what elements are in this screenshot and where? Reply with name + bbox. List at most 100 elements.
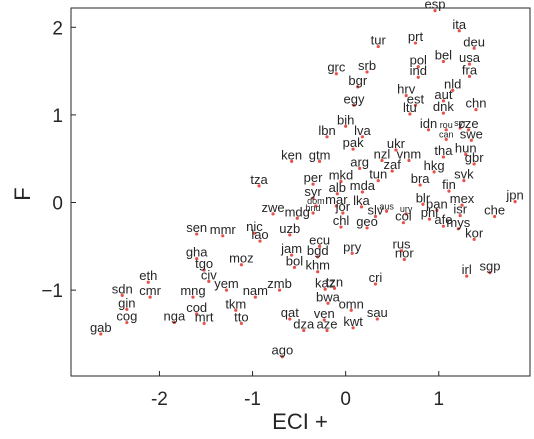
point-marker (380, 158, 384, 163)
data-point-ita: ita (452, 17, 467, 33)
data-point-nor: nor (395, 245, 414, 262)
point-marker (513, 200, 517, 204)
data-point-fra: fra (462, 62, 478, 78)
data-point-gtm: gtm (309, 147, 330, 163)
data-point-dnk: dnk (433, 99, 454, 115)
point-label: tha (434, 143, 453, 158)
data-point-gin: gin (118, 295, 136, 312)
point-marker (352, 103, 356, 107)
point-label: pak (343, 135, 364, 150)
point-label: mkd (329, 167, 354, 182)
point-label: gab (90, 320, 112, 335)
point-label: nga (163, 309, 185, 324)
data-point-bel: bel (435, 47, 452, 64)
point-marker (441, 224, 446, 228)
data-point-slv: slv (368, 203, 384, 219)
data-point-blr: blr (416, 190, 431, 206)
data-point-aus: aus (379, 201, 394, 213)
point-marker (466, 128, 471, 132)
point-marker (311, 211, 315, 215)
data-point-khm: khm (305, 258, 330, 274)
point-marker (317, 244, 322, 248)
data-point-sgp: sgp (479, 259, 500, 275)
data-point-pak: pak (343, 135, 364, 151)
point-label: kor (465, 225, 484, 240)
y-tick-label: 2 (52, 18, 63, 39)
data-point-bra: bra (411, 171, 430, 187)
point-label: tzn (326, 274, 343, 289)
data-point-grc: grc (327, 60, 346, 76)
point-marker (335, 192, 339, 196)
point-marker (195, 256, 199, 261)
point-marker (404, 94, 408, 98)
point-marker (257, 184, 261, 188)
data-point-syr: syr (304, 184, 322, 200)
point-marker (401, 221, 405, 225)
point-label: tkm (225, 296, 246, 311)
point-label: mda (350, 178, 376, 193)
point-marker (350, 251, 354, 255)
plot-area-frame (70, 7, 531, 377)
data-point-arg: arg (350, 154, 369, 170)
point-marker (314, 204, 318, 208)
data-point-uzb: uzb (279, 221, 300, 237)
point-marker (99, 332, 103, 336)
point-label: lao (251, 227, 268, 242)
point-marker (292, 265, 297, 269)
point-marker (325, 328, 329, 333)
data-point-egy: egy (344, 91, 365, 107)
point-label: qat (281, 305, 299, 320)
point-marker (339, 225, 343, 229)
point-label: esp (425, 0, 446, 12)
point-label: tto (234, 309, 248, 324)
data-point-bgd: bgd (307, 243, 329, 259)
point-label: cri (369, 270, 383, 285)
point-marker (334, 72, 338, 76)
y-tick-label: 1 (52, 106, 63, 127)
data-point-lbn: lbn (318, 123, 336, 139)
point-label: idn (420, 116, 437, 131)
point-marker (317, 159, 322, 163)
data-point-mdg: mdg (285, 204, 310, 220)
data-point-nam: nam (243, 283, 268, 299)
point-marker (464, 152, 468, 156)
point-marker (399, 249, 404, 253)
point-marker (469, 138, 473, 142)
point-label: lva (354, 123, 371, 138)
data-point-nzl: nzl (374, 146, 390, 163)
data-point-tza: tza (250, 172, 269, 188)
data-point-hnd: hnd (306, 203, 321, 215)
point-label: aus (379, 201, 394, 211)
x-tick-label: -2 (151, 389, 168, 410)
point-label: syr (304, 184, 322, 199)
point-label: slv (368, 203, 384, 218)
point-label: hnd (306, 203, 321, 213)
point-marker (202, 321, 206, 326)
y-axis-label: F (10, 187, 35, 200)
data-point-rus: rus (392, 237, 411, 253)
point-label: dza (293, 316, 315, 331)
point-marker (472, 162, 476, 166)
point-label: ita (452, 17, 467, 32)
data-point-ago: ago (271, 343, 293, 359)
data-point-afe: afe (434, 212, 452, 228)
data-point-tun: tun (369, 167, 387, 183)
point-label: est (407, 91, 425, 106)
point-label: lbn (318, 123, 335, 138)
data-point-nld: nld (444, 76, 461, 92)
data-point-tto: tto (234, 309, 249, 326)
point-label: bgd (307, 243, 329, 258)
data-point-isr: isr (453, 202, 468, 218)
point-label: chl (333, 213, 350, 228)
data-point-yem: yem (214, 276, 239, 292)
data-point-kaz: kaz (315, 275, 335, 291)
point-marker (447, 189, 451, 193)
point-marker (462, 179, 466, 183)
data-point-lva: lva (354, 123, 371, 139)
point-label: bih (337, 112, 354, 127)
point-marker (195, 312, 199, 316)
point-marker (325, 135, 329, 139)
point-label: dnk (433, 99, 454, 114)
